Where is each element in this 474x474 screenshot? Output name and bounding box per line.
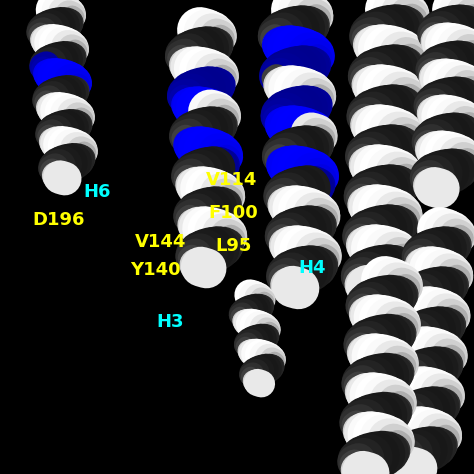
Text: V144: V144 xyxy=(135,233,186,251)
Text: D196: D196 xyxy=(32,211,85,229)
Text: H4: H4 xyxy=(299,259,326,277)
Text: L95: L95 xyxy=(216,237,252,255)
Text: V114: V114 xyxy=(206,171,257,189)
Text: H3: H3 xyxy=(156,313,184,331)
Text: Y140: Y140 xyxy=(130,261,181,279)
Text: H6: H6 xyxy=(83,183,110,201)
Text: F100: F100 xyxy=(209,204,258,222)
